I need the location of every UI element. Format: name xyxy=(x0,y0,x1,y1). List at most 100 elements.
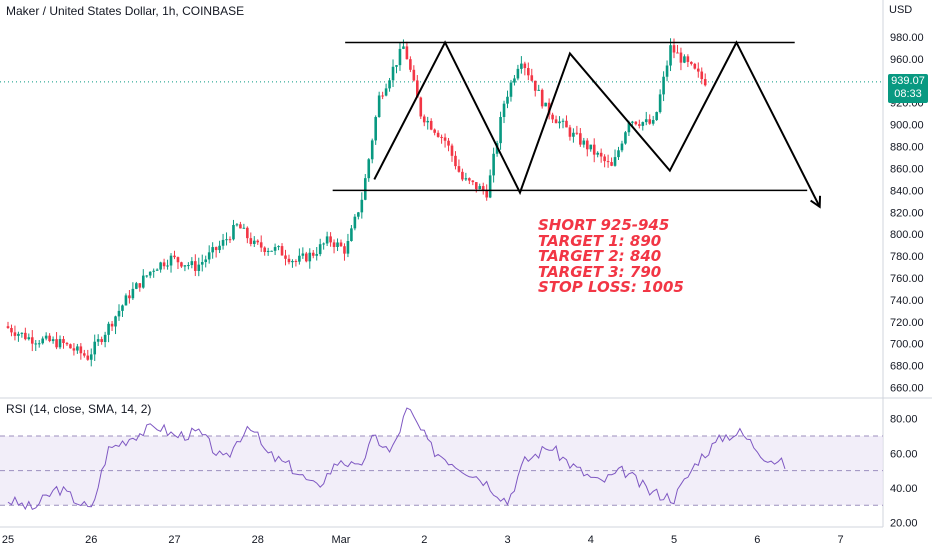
candle-body xyxy=(138,283,142,288)
candle-body xyxy=(339,242,343,247)
candle-body xyxy=(287,258,291,263)
candle-body xyxy=(384,88,388,96)
candle-body xyxy=(322,243,325,245)
rsi-title: RSI (14, close, SMA, 14, 2) xyxy=(6,402,152,416)
candle-body xyxy=(55,339,58,348)
candle-body xyxy=(332,242,336,247)
price-tick-label: 840.00 xyxy=(890,185,924,197)
candle-body xyxy=(232,224,235,240)
candle-body xyxy=(700,71,704,80)
candle-body xyxy=(509,82,513,97)
candle-body xyxy=(41,338,44,344)
candle-body xyxy=(270,250,273,252)
annotation-line-target-3: TARGET 3: 790 xyxy=(538,262,662,281)
candle-body xyxy=(107,323,110,335)
candle-body xyxy=(644,119,648,123)
candle-body xyxy=(86,355,90,360)
candle-body xyxy=(409,59,412,70)
candle-body xyxy=(266,250,270,252)
candle-body xyxy=(350,228,353,241)
candle-body xyxy=(596,152,599,155)
candle-body xyxy=(197,264,201,271)
rsi-tick-label: 40.00 xyxy=(890,483,918,495)
time-tick-label: 28 xyxy=(252,534,264,546)
candle-body xyxy=(520,63,523,69)
candle-body xyxy=(166,265,169,267)
candle-body xyxy=(572,132,575,137)
price-tick-label: 820.00 xyxy=(890,207,924,219)
candle-body xyxy=(100,339,103,343)
candle-body xyxy=(624,132,627,144)
candle-body xyxy=(103,334,107,343)
candle-body xyxy=(617,150,620,158)
candle-body xyxy=(284,255,287,259)
candle-body xyxy=(360,199,364,213)
candle-body xyxy=(422,116,426,123)
candle-body xyxy=(336,242,339,247)
price-tick-label: 780.00 xyxy=(890,251,924,263)
candle-body xyxy=(662,76,665,95)
candle-body xyxy=(419,97,423,117)
candle-body xyxy=(346,240,350,254)
annotation-line-short: SHORT 925-945 xyxy=(538,216,670,234)
candle-body xyxy=(214,247,218,251)
candle-body xyxy=(162,262,166,267)
candle-body xyxy=(443,137,447,141)
candle-body xyxy=(357,212,360,217)
candle-body xyxy=(124,295,128,306)
price-tick-label: 760.00 xyxy=(890,273,924,285)
candle-body xyxy=(620,143,624,151)
candle-body xyxy=(34,343,38,345)
candle-body xyxy=(110,323,114,327)
candle-body xyxy=(353,216,357,229)
candle-body xyxy=(65,342,69,345)
candle-body xyxy=(558,121,561,124)
rsi-tick-label: 80.00 xyxy=(890,414,918,426)
candles xyxy=(6,38,707,367)
candle-body xyxy=(37,343,41,345)
time-tick-label: 25 xyxy=(2,534,14,546)
candle-body xyxy=(176,257,180,263)
candle-body xyxy=(135,283,138,289)
annotation-line-target-2: TARGET 2: 840 xyxy=(538,247,662,265)
candle-body xyxy=(540,89,544,107)
candle-body xyxy=(259,242,263,248)
candle-body xyxy=(537,89,541,91)
time-tick-label: 7 xyxy=(837,534,843,546)
candle-body xyxy=(395,65,398,67)
candle-body xyxy=(544,102,547,107)
price-tick-label: 720.00 xyxy=(890,317,924,329)
last-price-value: 939.07 xyxy=(891,75,925,87)
candle-body xyxy=(10,327,13,333)
candle-body xyxy=(461,171,464,180)
candle-body xyxy=(655,112,658,120)
candle-body xyxy=(294,260,298,262)
candle-body xyxy=(377,95,381,118)
time-tick-label: 3 xyxy=(504,534,510,546)
candle-body xyxy=(24,332,27,340)
candle-body xyxy=(121,305,124,311)
rsi-line xyxy=(7,407,786,511)
axes: 660.00680.00700.00720.00740.00760.00780.… xyxy=(2,32,924,546)
candle-body xyxy=(325,236,329,244)
candle-body xyxy=(554,119,558,124)
candle-body xyxy=(190,261,194,266)
candle-body xyxy=(72,348,76,351)
candle-body xyxy=(485,190,488,198)
candle-body xyxy=(492,153,495,176)
candle-body xyxy=(565,120,568,128)
annotation-line-target-1: TARGET 1: 890 xyxy=(538,231,662,250)
candle-body xyxy=(62,339,65,343)
candle-body xyxy=(13,332,17,336)
candle-body xyxy=(669,45,672,66)
candle-body xyxy=(169,255,173,266)
candle-body xyxy=(329,236,332,243)
price-tick-label: 860.00 xyxy=(890,163,924,175)
candle-body xyxy=(513,78,516,83)
time-tick-label: 27 xyxy=(168,534,180,546)
candle-body xyxy=(159,262,162,270)
candle-body xyxy=(575,132,579,134)
candle-body xyxy=(468,178,471,181)
candle-body xyxy=(363,178,367,200)
candle-body xyxy=(20,332,24,334)
